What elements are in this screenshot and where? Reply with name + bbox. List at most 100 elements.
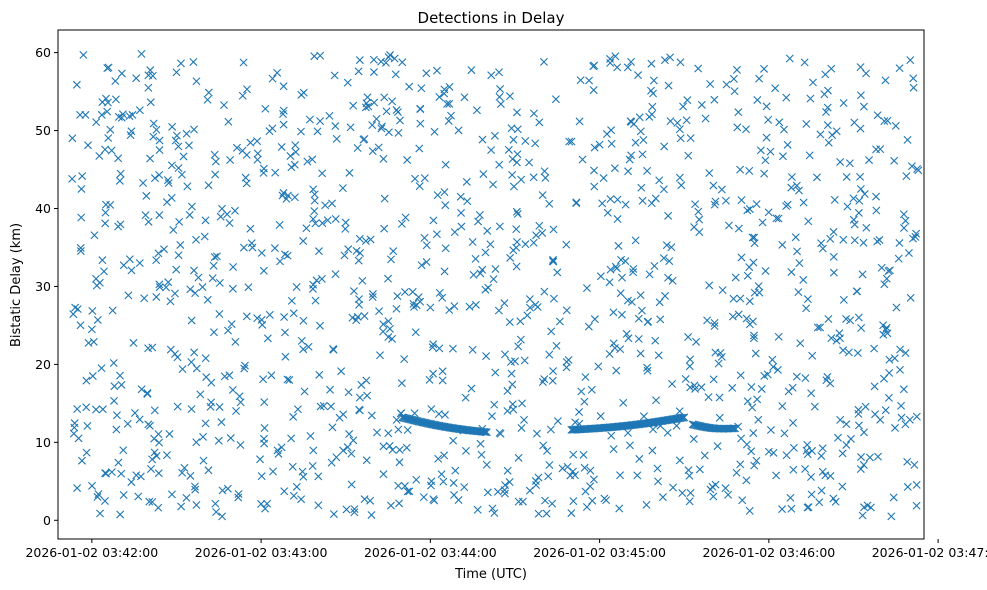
data-point <box>163 176 172 185</box>
data-point <box>513 125 522 134</box>
data-point <box>227 320 236 329</box>
data-point <box>832 127 841 136</box>
data-point <box>229 262 238 271</box>
data-point <box>417 261 426 270</box>
data-point <box>732 468 741 477</box>
data-point <box>877 263 886 272</box>
data-point <box>619 398 628 407</box>
x-tick-label: 2026-01-02 03:47:00 <box>872 545 987 560</box>
data-point <box>684 151 693 160</box>
data-point <box>318 219 327 228</box>
data-point <box>901 216 910 225</box>
data-point <box>753 395 762 404</box>
data-point <box>743 397 752 406</box>
data-point <box>872 192 881 201</box>
data-point <box>535 118 544 127</box>
data-point <box>742 440 751 449</box>
data-point <box>448 344 457 353</box>
data-point <box>856 63 865 72</box>
data-point <box>596 412 605 421</box>
data-point <box>625 441 634 450</box>
data-point <box>111 95 120 104</box>
data-point <box>338 184 347 193</box>
data-point <box>162 451 171 460</box>
data-point <box>400 482 409 491</box>
data-point <box>405 487 414 496</box>
data-point <box>372 114 381 123</box>
data-point <box>529 238 538 247</box>
data-point <box>736 460 745 469</box>
data-point <box>686 134 695 143</box>
data-point <box>148 455 157 464</box>
data-point <box>607 431 616 440</box>
data-point <box>239 58 248 67</box>
data-point <box>396 116 404 125</box>
data-point <box>794 186 803 195</box>
data-point <box>697 100 706 109</box>
data-point <box>582 503 591 511</box>
data-point <box>606 265 615 274</box>
data-point <box>391 70 400 79</box>
data-point <box>836 415 845 424</box>
data-point <box>101 219 110 228</box>
data-point <box>661 291 670 300</box>
data-point <box>881 325 890 334</box>
data-point <box>812 173 821 182</box>
data-point <box>405 82 414 91</box>
data-point <box>806 94 815 103</box>
data-point <box>538 378 547 386</box>
data-point <box>190 482 199 491</box>
data-point <box>289 309 298 318</box>
data-point <box>385 441 394 450</box>
data-point <box>676 58 685 67</box>
data-point <box>387 255 395 264</box>
data-point <box>887 512 896 521</box>
data-point <box>785 54 794 63</box>
data-point <box>299 88 308 97</box>
data-point <box>613 63 622 72</box>
data-point <box>211 499 220 508</box>
data-point <box>482 352 491 361</box>
x-axis-title: Time (UTC) <box>454 567 527 582</box>
data-point <box>279 110 287 119</box>
data-point <box>177 502 186 511</box>
data-point <box>606 195 615 204</box>
data-point <box>507 369 516 378</box>
y-axis-ticks: 0 10 20 30 40 50 60 <box>35 45 58 528</box>
data-point <box>854 208 863 217</box>
data-point <box>836 334 845 343</box>
data-point <box>375 307 384 316</box>
data-point <box>540 287 549 296</box>
data-point <box>870 382 879 391</box>
data-point <box>190 125 198 134</box>
data-point <box>710 95 719 104</box>
data-point <box>749 429 758 438</box>
data-point <box>711 197 720 206</box>
data-point <box>382 107 391 116</box>
data-point <box>311 296 320 305</box>
data-point <box>154 503 163 512</box>
data-point <box>291 148 300 157</box>
data-point <box>441 201 450 210</box>
data-point <box>614 241 623 250</box>
data-point <box>682 116 691 125</box>
data-point <box>891 121 900 130</box>
data-point <box>576 76 585 85</box>
data-point <box>504 145 513 154</box>
data-point <box>675 173 684 182</box>
data-point <box>786 493 795 502</box>
data-point <box>87 325 96 334</box>
data-point <box>380 194 389 203</box>
data-point <box>135 415 144 424</box>
data-point <box>349 436 358 445</box>
data-point <box>114 112 123 121</box>
data-point <box>318 169 327 178</box>
data-point <box>155 211 164 220</box>
data-point <box>483 488 492 497</box>
data-point <box>443 99 452 108</box>
data-point <box>194 273 203 282</box>
data-point <box>580 463 589 472</box>
data-point <box>343 78 352 87</box>
data-point <box>426 303 435 312</box>
